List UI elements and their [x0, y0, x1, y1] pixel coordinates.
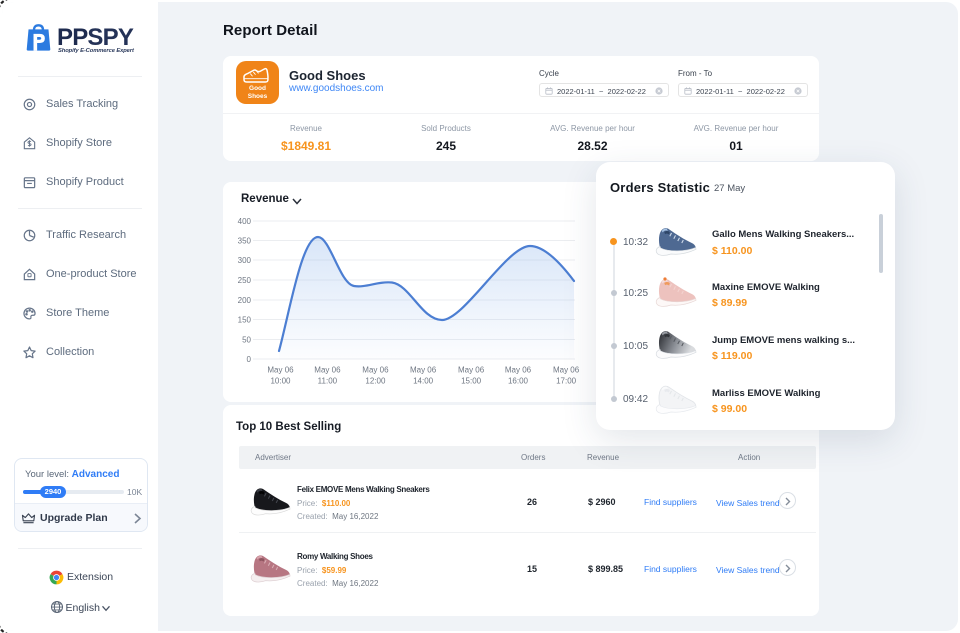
- svg-text:12:00: 12:00: [365, 377, 386, 386]
- svg-text:200: 200: [238, 296, 252, 305]
- svg-text:May 06: May 06: [314, 366, 341, 375]
- svg-text:May 06: May 06: [410, 366, 437, 375]
- svg-text:May 06: May 06: [267, 366, 294, 375]
- svg-text:10:00: 10:00: [270, 377, 291, 386]
- svg-text:16:00: 16:00: [508, 377, 529, 386]
- svg-text:300: 300: [238, 256, 252, 265]
- svg-text:50: 50: [242, 336, 251, 345]
- svg-text:0: 0: [247, 355, 252, 364]
- svg-text:11:00: 11:00: [318, 377, 338, 386]
- svg-text:17:00: 17:00: [556, 377, 577, 386]
- svg-text:May 06: May 06: [458, 366, 485, 375]
- svg-text:15:00: 15:00: [461, 377, 482, 386]
- svg-text:May 06: May 06: [505, 366, 532, 375]
- svg-text:250: 250: [238, 276, 252, 285]
- svg-text:150: 150: [238, 316, 252, 325]
- svg-text:May 06: May 06: [553, 366, 580, 375]
- svg-text:400: 400: [238, 217, 252, 226]
- svg-text:350: 350: [238, 237, 252, 246]
- svg-text:May 06: May 06: [362, 366, 389, 375]
- svg-text:14:00: 14:00: [413, 377, 434, 386]
